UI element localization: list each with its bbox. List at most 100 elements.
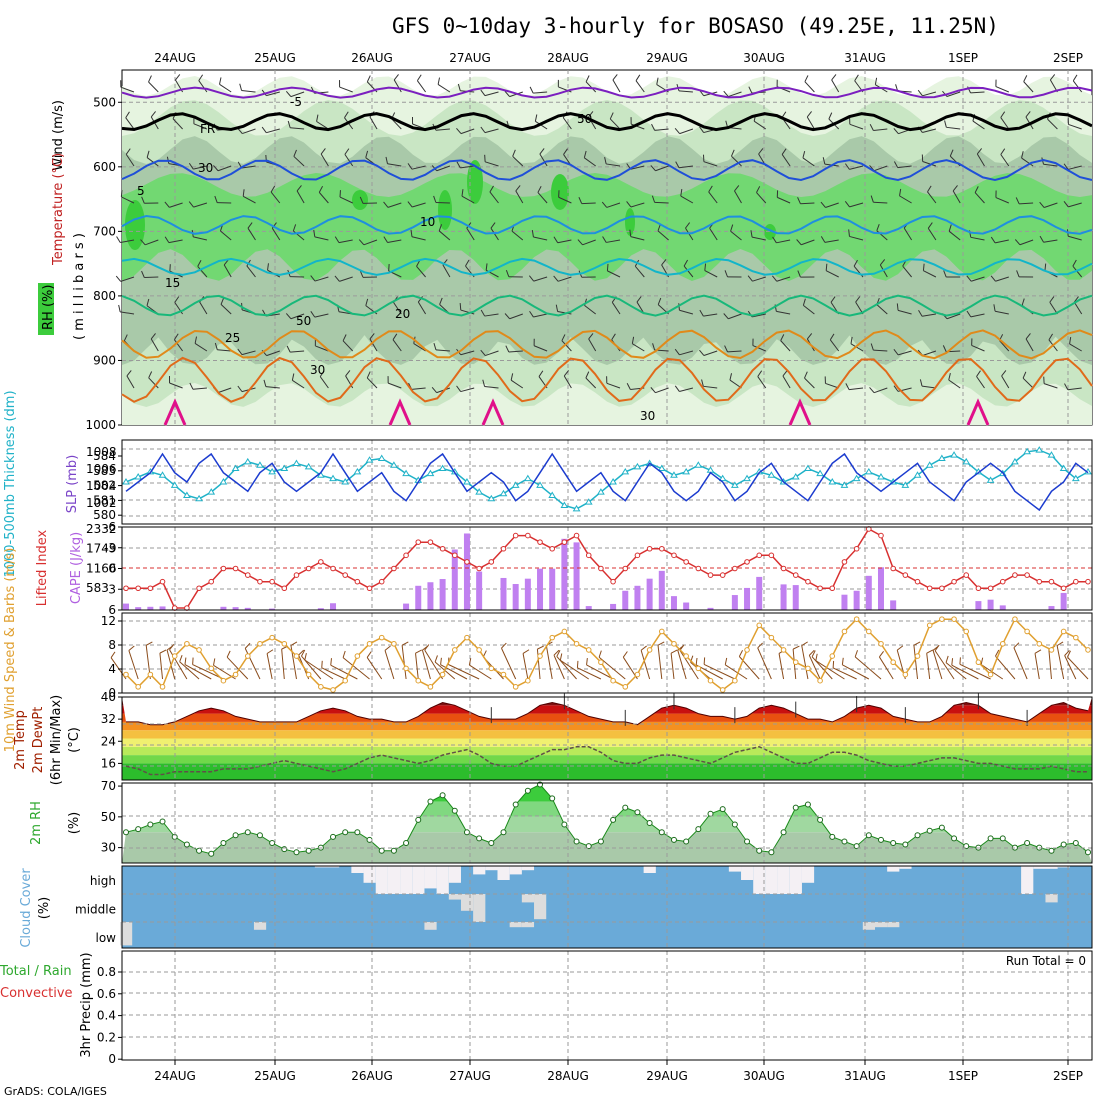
wind-barb: [193, 236, 208, 241]
wind-barb-flag: [189, 382, 194, 390]
lifted-index-point: [963, 572, 970, 578]
wind-barb-flag: [164, 236, 170, 243]
wind-speed-point: [853, 616, 860, 622]
panel-frame: [121, 865, 1093, 949]
wind-barb: [369, 338, 378, 352]
temp-line: [126, 701, 1089, 726]
wind-barb-flag: [237, 385, 243, 392]
contour-label: 50: [296, 314, 311, 328]
wind-barb-flag: [699, 126, 705, 133]
temperature-label: Temperature (°C): [51, 153, 66, 266]
wind-barb-flag: [214, 342, 218, 350]
wind-barb: [184, 664, 212, 680]
wind-barb-flag: [651, 123, 656, 131]
wind-barb: [678, 165, 693, 169]
thickness-point: [986, 476, 995, 483]
right-tick-label: 1166: [86, 561, 117, 575]
wind-barb-flag: [438, 224, 442, 232]
panel-frame: [121, 612, 1093, 694]
rh-point: [123, 829, 129, 836]
right-tick-label: 1008: [86, 445, 117, 459]
wind-barb-flag: [188, 163, 194, 170]
wind-speed-point: [719, 687, 726, 693]
wind-barb-flag: [358, 239, 365, 246]
wind-barb-flag: [855, 296, 861, 303]
cloud-bar: [497, 866, 510, 880]
lifted-index-point: [1085, 578, 1091, 585]
wind-speed-point: [914, 653, 921, 659]
wind-barb-flag: [959, 657, 961, 665]
wind-barb: [878, 656, 894, 680]
cape-bar: [573, 542, 580, 610]
temp-band: [122, 763, 1092, 780]
wind-barb-flag: [501, 642, 507, 649]
wind-barb: [508, 350, 523, 353]
wind-barb: [776, 239, 791, 244]
rh-point: [159, 818, 166, 825]
wind-speed-point: [768, 634, 775, 641]
wind-barb: [606, 202, 621, 208]
rh-point: [232, 832, 239, 839]
wind-barb: [246, 265, 256, 278]
wind-barb: [922, 91, 937, 97]
wind-speed-point: [561, 628, 568, 635]
wind-barb: [562, 117, 572, 130]
lifted-index-point: [817, 585, 823, 592]
wind-barb: [640, 650, 651, 680]
wind-barb-flag: [893, 349, 899, 356]
wind-barb: [217, 387, 232, 394]
wind-barb: [801, 645, 809, 680]
tick-label: 30: [101, 841, 116, 855]
wind-barb: [1000, 117, 1010, 130]
cloud-bar: [1045, 866, 1058, 869]
wind-barb: [217, 349, 232, 352]
cape-bar: [1048, 606, 1055, 610]
wind-speed-point: [439, 671, 446, 678]
wind-barb-flag: [286, 345, 291, 353]
wind-barb: [831, 79, 840, 93]
dewpoint-line: [125, 746, 1088, 776]
lifted-index-point: [391, 565, 397, 572]
cloud-bar: [424, 866, 437, 889]
wind-barb: [776, 276, 791, 282]
wind-barb: [442, 264, 451, 278]
cloud-bar: [1021, 866, 1034, 894]
cloud-bar: [862, 922, 876, 930]
wind-barb: [781, 154, 791, 167]
thickness-point: [962, 457, 971, 465]
lifted-index-point: [561, 539, 568, 545]
pressure-ticks: 500 600 700 800 900 1000: [85, 95, 122, 432]
date-label-top: 30AUG: [743, 51, 785, 65]
lifted-index-point: [281, 585, 288, 592]
wind-barb-flag: [657, 297, 662, 305]
thickness-point: [901, 481, 910, 488]
thickness-point: [828, 478, 837, 485]
wind-barb: [266, 653, 273, 680]
total-rain-label: Total / Rain: [0, 964, 72, 979]
wind-speed-point: [184, 640, 190, 647]
wind-speed-point: [464, 634, 470, 641]
contour-label: 30: [310, 363, 325, 377]
wind-barb: [172, 118, 183, 130]
wind-barb-flag: [948, 224, 952, 232]
wind-barb-flag: [949, 149, 954, 157]
isotherm: [121, 112, 1093, 132]
wind-barb: [560, 659, 590, 680]
wind-barb: [217, 165, 232, 172]
wind-barb: [417, 301, 427, 315]
wind-barb: [193, 165, 208, 170]
wind-barb-flag: [480, 309, 486, 317]
wind-barb-flag: [781, 148, 787, 155]
wind-barb-flag: [553, 236, 559, 243]
wind-barb-flag: [1063, 163, 1069, 170]
tick-label: 4: [108, 662, 116, 676]
wind-barb: [995, 276, 1009, 282]
rh-point: [744, 838, 751, 845]
rh-point: [439, 792, 446, 799]
wind-barb: [484, 128, 499, 134]
cloud-bar: [314, 866, 328, 868]
wind-barb-flag: [966, 310, 972, 318]
wind-barb-flag: [699, 309, 704, 317]
wind-barb: [144, 239, 159, 246]
wind-barb: [670, 653, 675, 680]
